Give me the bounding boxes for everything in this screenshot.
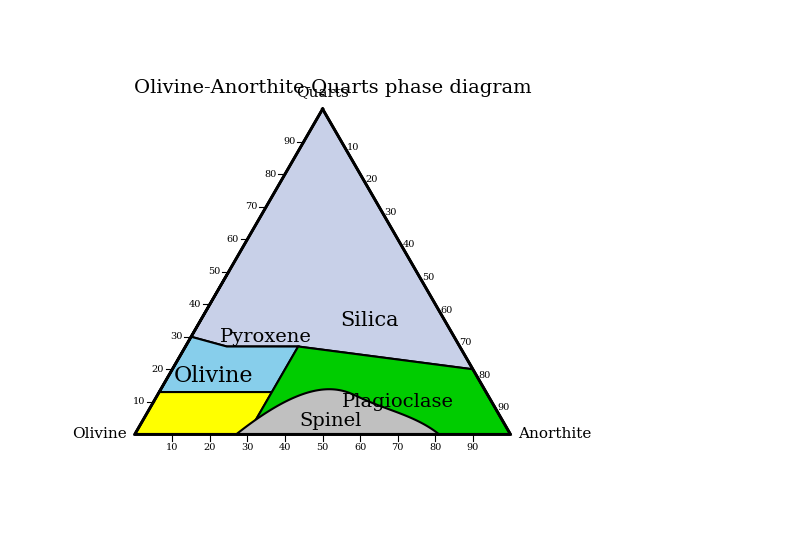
Text: 40: 40 bbox=[403, 241, 415, 249]
Text: 50: 50 bbox=[316, 443, 328, 452]
Text: 80: 80 bbox=[430, 443, 442, 452]
Text: 60: 60 bbox=[354, 443, 367, 452]
Polygon shape bbox=[248, 346, 510, 434]
Text: 70: 70 bbox=[459, 338, 472, 347]
Text: Spinel: Spinel bbox=[299, 412, 361, 430]
Text: Anorthite: Anorthite bbox=[518, 427, 591, 441]
Polygon shape bbox=[236, 389, 439, 434]
Text: 80: 80 bbox=[478, 371, 490, 380]
Text: Olivine: Olivine bbox=[174, 365, 253, 387]
Text: 50: 50 bbox=[208, 267, 220, 276]
Polygon shape bbox=[159, 272, 298, 392]
Text: 50: 50 bbox=[422, 273, 434, 282]
Text: Plagioclase: Plagioclase bbox=[342, 393, 453, 411]
Text: 90: 90 bbox=[467, 443, 479, 452]
Text: 80: 80 bbox=[264, 170, 277, 178]
Text: Olivine-Anorthite-Quarts phase diagram: Olivine-Anorthite-Quarts phase diagram bbox=[134, 79, 531, 97]
Text: 60: 60 bbox=[226, 235, 239, 243]
Text: 90: 90 bbox=[497, 403, 509, 412]
Polygon shape bbox=[135, 272, 272, 434]
Text: 20: 20 bbox=[151, 365, 163, 374]
Text: 10: 10 bbox=[132, 397, 145, 406]
Text: 40: 40 bbox=[279, 443, 291, 452]
Text: 30: 30 bbox=[384, 208, 397, 217]
Text: 20: 20 bbox=[204, 443, 216, 452]
Text: Pyroxene: Pyroxene bbox=[220, 328, 312, 346]
Text: 20: 20 bbox=[366, 176, 378, 184]
Polygon shape bbox=[191, 109, 473, 369]
Text: 10: 10 bbox=[166, 443, 179, 452]
Text: 60: 60 bbox=[441, 306, 453, 315]
Text: 30: 30 bbox=[170, 332, 183, 341]
Text: 40: 40 bbox=[189, 300, 202, 309]
Text: 10: 10 bbox=[347, 143, 359, 152]
Text: 30: 30 bbox=[241, 443, 253, 452]
Text: Quarts: Quarts bbox=[296, 85, 349, 100]
Text: 70: 70 bbox=[245, 202, 257, 211]
Text: Olivine: Olivine bbox=[73, 427, 128, 441]
Text: Silica: Silica bbox=[340, 311, 398, 330]
Text: 70: 70 bbox=[391, 443, 404, 452]
Text: 90: 90 bbox=[283, 137, 295, 146]
